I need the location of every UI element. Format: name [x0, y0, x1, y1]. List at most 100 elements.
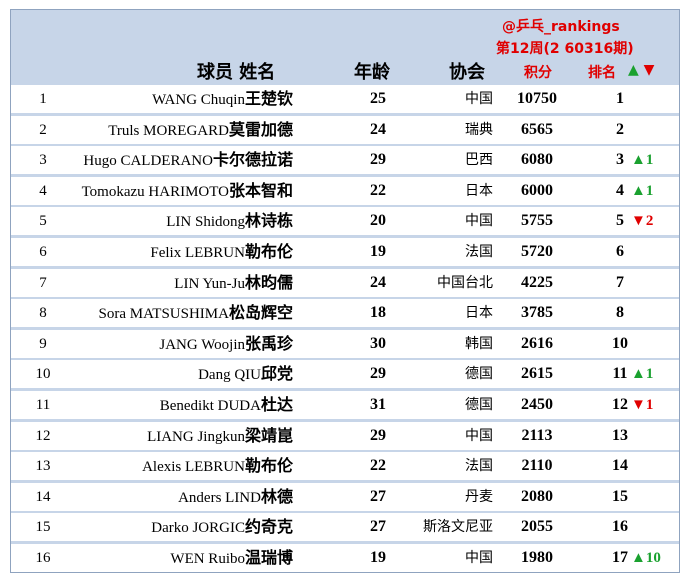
table-row: 11 Benedikt DUDA杜达 31 德国 2450 12 ▼1 — [11, 391, 679, 419]
player-name: Alexis LEBRUN勒布伦 — [142, 452, 293, 480]
player-points: 4225 — [521, 273, 553, 291]
table-row: 2 Truls MOREGARD莫雷加德 24 瑞典 6565 2 — [11, 115, 679, 144]
down-arrow-icon: ▼ — [643, 62, 655, 78]
player-name-cn: 王楚钦 — [244, 89, 293, 108]
column-header-points: 积分 — [524, 65, 552, 81]
row-number: 2 — [39, 121, 47, 138]
rankings-table: @乒乓_rankings 第12周(2 60316期) 球员 姓名 年龄 协会 … — [10, 9, 680, 573]
player-name: WEN Ruibo温瑞博 — [170, 544, 293, 572]
player-association: 法国 — [465, 244, 493, 260]
row-number: 12 — [35, 427, 51, 444]
player-name: WANG Chuqin王楚钦 — [152, 85, 293, 113]
player-rank: 2 — [616, 120, 624, 138]
player-name: Benedikt DUDA杜达 — [160, 391, 293, 419]
player-name: Felix LEBRUN勒布伦 — [150, 238, 293, 266]
player-association: 日本 — [465, 182, 493, 199]
table-row: 6 Felix LEBRUN勒布伦 19 法国 5720 6 — [11, 238, 679, 266]
player-name-en: LIN Shidong — [166, 214, 245, 231]
player-age: 25 — [370, 90, 386, 107]
player-name-cn: 梁靖崑 — [244, 425, 293, 445]
player-age: 27 — [370, 487, 386, 505]
player-name: Dang QIU邱党 — [198, 360, 293, 388]
player-age: 31 — [370, 396, 386, 413]
player-association: 丹麦 — [465, 488, 493, 505]
player-name: Sora MATSUSHIMA松岛辉空 — [99, 299, 293, 327]
player-name-cn: 林昀儒 — [244, 272, 293, 292]
player-name-cn: 杜达 — [260, 395, 293, 414]
row-number: 10 — [35, 366, 51, 383]
table-row: 3 Hugo CALDERANO卡尔德拉诺 29 巴西 6080 3 ▲1 — [11, 146, 679, 175]
player-name-en: Tomokazu HARIMOTO — [81, 183, 229, 200]
player-points: 2450 — [521, 396, 553, 413]
account-handle: @乒乓_rankings — [502, 19, 620, 35]
player-name-en: LIN Yun-Ju — [174, 275, 245, 292]
row-number: 1 — [39, 91, 47, 107]
player-association: 中国 — [465, 427, 493, 444]
player-name-en: Hugo CALDERANO — [83, 153, 213, 170]
rank-change: ▼1 — [631, 397, 654, 413]
player-association: 中国台北 — [437, 274, 493, 291]
player-name-cn: 约奇克 — [244, 517, 293, 537]
player-name: LIN Shidong林诗栋 — [166, 207, 293, 235]
table-row: 1 WANG Chuqin王楚钦 25 中国 10750 1 — [11, 85, 679, 113]
player-name: Truls MOREGARD莫雷加德 — [108, 116, 293, 144]
player-name: Anders LIND林德 — [178, 483, 293, 511]
rank-change: ▲1 — [631, 182, 654, 199]
row-number: 11 — [35, 397, 51, 413]
player-points: 6080 — [521, 151, 553, 169]
row-number: 13 — [35, 458, 51, 475]
rank-change: ▲1 — [631, 366, 654, 383]
player-age: 18 — [370, 304, 386, 322]
player-rank: 10 — [612, 334, 628, 352]
row-number: 16 — [35, 550, 51, 566]
table-row: 10 Dang QIU邱党 29 德国 2615 11 ▲1 — [11, 360, 679, 389]
player-association: 德国 — [465, 366, 493, 383]
player-name-en: Anders LIND — [178, 489, 261, 506]
player-association: 日本 — [465, 305, 493, 322]
player-rank: 14 — [612, 457, 628, 475]
player-rank: 1 — [616, 90, 624, 107]
player-rank: 15 — [612, 487, 628, 505]
player-name-en: Dang QIU — [198, 367, 261, 384]
player-age: 29 — [370, 426, 386, 444]
player-points: 5720 — [521, 243, 553, 260]
player-name-cn: 邱党 — [260, 364, 293, 384]
rank-change: ▼2 — [631, 213, 654, 230]
up-arrow-icon: ▲ — [628, 62, 639, 78]
player-age: 27 — [370, 518, 386, 536]
player-name-en: Darko JORGIC — [151, 520, 245, 537]
player-name: JANG Woojin张禹珍 — [159, 330, 293, 358]
player-age: 22 — [370, 181, 386, 199]
column-header-name: 球员 姓名 — [197, 62, 276, 83]
row-number: 8 — [39, 305, 47, 322]
row-number: 7 — [39, 274, 47, 291]
player-age: 19 — [370, 549, 386, 566]
player-association: 瑞典 — [465, 121, 493, 138]
player-rank: 5 — [616, 212, 624, 230]
player-rank: 11 — [612, 365, 628, 383]
player-age: 30 — [370, 334, 386, 352]
row-number: 4 — [39, 182, 47, 199]
player-name-en: JANG Woojin — [159, 336, 245, 353]
column-header-age: 年龄 — [354, 62, 390, 83]
player-name-en: Benedikt DUDA — [159, 398, 261, 414]
row-number: 15 — [35, 519, 51, 536]
player-age: 22 — [370, 457, 386, 475]
week-label: 第12周(2 60316期) — [496, 41, 634, 57]
row-number: 9 — [39, 335, 47, 352]
player-name-cn: 卡尔德拉诺 — [212, 150, 293, 170]
table-header: @乒乓_rankings 第12周(2 60316期) 球员 姓名 年龄 协会 … — [11, 10, 679, 84]
table-row: 9 JANG Woojin张禹珍 30 韩国 2616 10 — [11, 329, 679, 358]
player-name: LIANG Jingkun梁靖崑 — [147, 422, 293, 450]
player-rank: 4 — [616, 181, 624, 199]
player-name-en: WANG Chuqin — [152, 92, 245, 108]
player-rank: 16 — [612, 518, 628, 536]
player-name-cn: 松岛辉空 — [228, 303, 293, 323]
player-rank: 13 — [612, 426, 628, 444]
player-age: 29 — [370, 365, 386, 383]
player-points: 6565 — [521, 120, 553, 138]
player-name-en: WEN Ruibo — [170, 551, 245, 567]
player-points: 2110 — [521, 457, 553, 475]
player-association: 中国 — [465, 213, 493, 230]
row-number: 14 — [35, 488, 51, 505]
